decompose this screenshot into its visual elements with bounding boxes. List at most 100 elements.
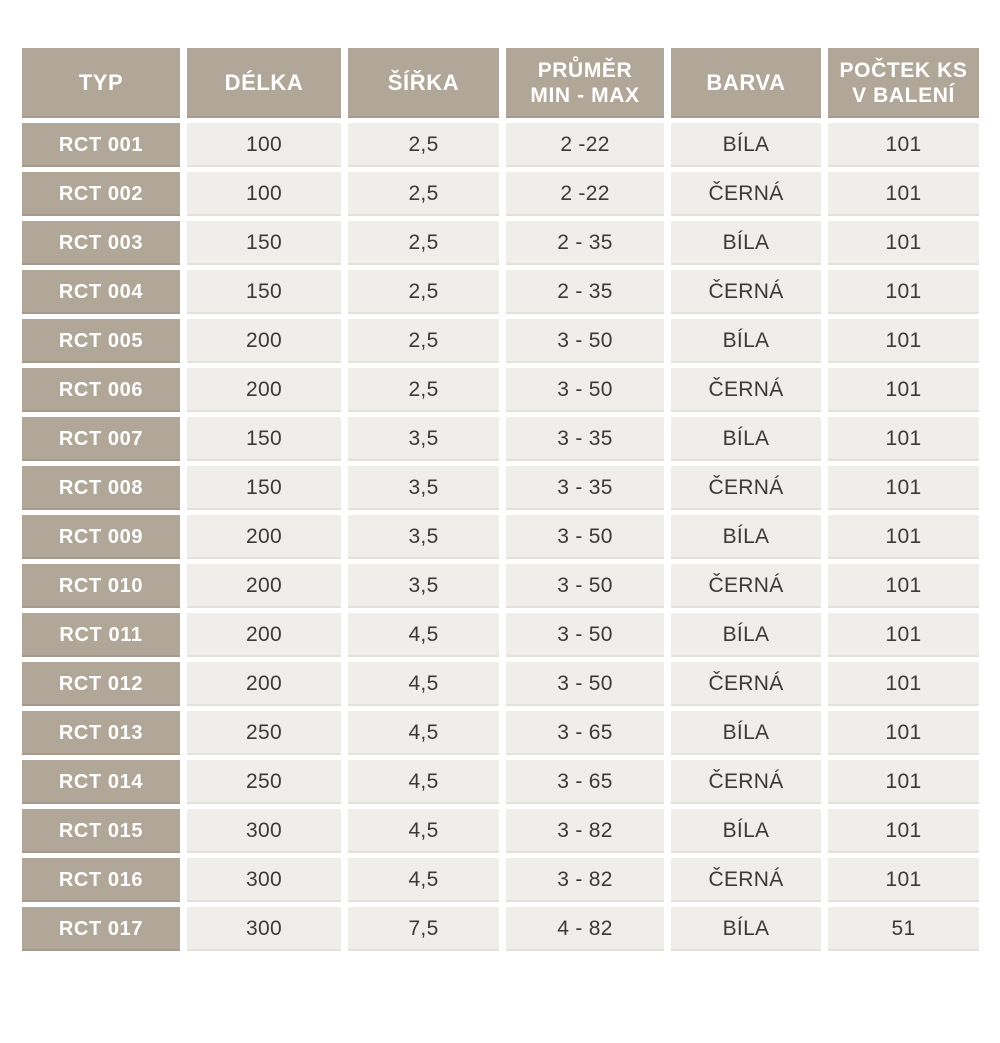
cell-pocet: 101: [828, 662, 979, 706]
table-body: RCT 001 100 2,5 2 -22 BÍLA 101 RCT 002 1…: [22, 123, 979, 951]
cell-prumer: 2 -22: [506, 172, 664, 216]
cell-delka: 300: [187, 858, 341, 902]
cell-sirka: 3,5: [348, 417, 499, 461]
cell-sirka: 2,5: [348, 319, 499, 363]
cell-typ: RCT 002: [22, 172, 180, 216]
cell-typ: RCT 005: [22, 319, 180, 363]
cell-sirka: 4,5: [348, 613, 499, 657]
table-row: RCT 003 150 2,5 2 - 35 BÍLA 101: [22, 221, 979, 265]
cell-sirka: 4,5: [348, 809, 499, 853]
cell-typ: RCT 007: [22, 417, 180, 461]
cell-prumer: 2 - 35: [506, 221, 664, 265]
cell-pocet: 101: [828, 417, 979, 461]
cell-prumer: 3 - 50: [506, 662, 664, 706]
table-row: RCT 002 100 2,5 2 -22 ČERNÁ 101: [22, 172, 979, 216]
cell-prumer: 3 - 50: [506, 319, 664, 363]
cell-sirka: 4,5: [348, 711, 499, 755]
cell-barva: ČERNÁ: [671, 368, 821, 412]
cell-typ: RCT 009: [22, 515, 180, 559]
cell-delka: 150: [187, 221, 341, 265]
cell-prumer: 3 - 82: [506, 809, 664, 853]
table-row: RCT 016 300 4,5 3 - 82 ČERNÁ 101: [22, 858, 979, 902]
cell-delka: 150: [187, 466, 341, 510]
cell-delka: 200: [187, 368, 341, 412]
header-prumer-min-max: PRŮMĚR MIN - MAX: [506, 48, 664, 118]
cell-prumer: 3 - 82: [506, 858, 664, 902]
cell-delka: 200: [187, 564, 341, 608]
cell-pocet: 101: [828, 809, 979, 853]
cell-barva: ČERNÁ: [671, 270, 821, 314]
cell-delka: 150: [187, 417, 341, 461]
cell-pocet: 101: [828, 613, 979, 657]
cell-pocet: 101: [828, 221, 979, 265]
header-delka: DÉLKA: [187, 48, 341, 118]
cell-delka: 150: [187, 270, 341, 314]
cell-prumer: 2 -22: [506, 123, 664, 167]
cell-barva: BÍLA: [671, 809, 821, 853]
cell-sirka: 3,5: [348, 515, 499, 559]
table-row: RCT 010 200 3,5 3 - 50 ČERNÁ 101: [22, 564, 979, 608]
cell-typ: RCT 011: [22, 613, 180, 657]
cell-sirka: 2,5: [348, 221, 499, 265]
cell-prumer: 2 - 35: [506, 270, 664, 314]
cell-barva: BÍLA: [671, 417, 821, 461]
cell-typ: RCT 016: [22, 858, 180, 902]
cell-sirka: 4,5: [348, 858, 499, 902]
cell-prumer: 3 - 50: [506, 515, 664, 559]
header-typ: TYP: [22, 48, 180, 118]
cell-delka: 100: [187, 123, 341, 167]
cell-pocet: 101: [828, 123, 979, 167]
cell-barva: BÍLA: [671, 711, 821, 755]
cell-sirka: 2,5: [348, 123, 499, 167]
table-row: RCT 001 100 2,5 2 -22 BÍLA 101: [22, 123, 979, 167]
cell-prumer: 3 - 50: [506, 368, 664, 412]
cell-pocet: 101: [828, 760, 979, 804]
cell-prumer: 3 - 35: [506, 417, 664, 461]
cell-pocet: 101: [828, 270, 979, 314]
cell-delka: 300: [187, 907, 341, 951]
cell-barva: BÍLA: [671, 515, 821, 559]
cell-barva: BÍLA: [671, 319, 821, 363]
cell-barva: BÍLA: [671, 221, 821, 265]
table-row: RCT 009 200 3,5 3 - 50 BÍLA 101: [22, 515, 979, 559]
cell-pocet: 101: [828, 711, 979, 755]
cell-sirka: 4,5: [348, 662, 499, 706]
cell-sirka: 2,5: [348, 368, 499, 412]
cell-prumer: 3 - 50: [506, 564, 664, 608]
cell-typ: RCT 010: [22, 564, 180, 608]
table-row: RCT 007 150 3,5 3 - 35 BÍLA 101: [22, 417, 979, 461]
cell-barva: ČERNÁ: [671, 564, 821, 608]
cell-sirka: 7,5: [348, 907, 499, 951]
table-row: RCT 013 250 4,5 3 - 65 BÍLA 101: [22, 711, 979, 755]
table-row: RCT 015 300 4,5 3 - 82 BÍLA 101: [22, 809, 979, 853]
cell-barva: ČERNÁ: [671, 858, 821, 902]
cell-sirka: 2,5: [348, 270, 499, 314]
table-row: RCT 011 200 4,5 3 - 50 BÍLA 101: [22, 613, 979, 657]
header-row: TYP DÉLKA ŠÍŘKA PRŮMĚR MIN - MAX BARVA P…: [22, 48, 979, 118]
cell-typ: RCT 014: [22, 760, 180, 804]
header-sirka: ŠÍŘKA: [348, 48, 499, 118]
cell-pocet: 101: [828, 515, 979, 559]
table-row: RCT 008 150 3,5 3 - 35 ČERNÁ 101: [22, 466, 979, 510]
cell-pocet: 101: [828, 466, 979, 510]
table-row: RCT 014 250 4,5 3 - 65 ČERNÁ 101: [22, 760, 979, 804]
cell-typ: RCT 001: [22, 123, 180, 167]
cell-typ: RCT 006: [22, 368, 180, 412]
cell-prumer: 3 - 65: [506, 760, 664, 804]
cell-sirka: 4,5: [348, 760, 499, 804]
cell-delka: 250: [187, 711, 341, 755]
cell-prumer: 3 - 65: [506, 711, 664, 755]
cell-delka: 200: [187, 319, 341, 363]
table-row: RCT 006 200 2,5 3 - 50 ČERNÁ 101: [22, 368, 979, 412]
header-barva: BARVA: [671, 48, 821, 118]
cell-pocet: 51: [828, 907, 979, 951]
cell-prumer: 3 - 50: [506, 613, 664, 657]
cell-typ: RCT 008: [22, 466, 180, 510]
cell-prumer: 4 - 82: [506, 907, 664, 951]
cell-pocet: 101: [828, 368, 979, 412]
cell-sirka: 3,5: [348, 564, 499, 608]
cell-barva: BÍLA: [671, 123, 821, 167]
cell-delka: 200: [187, 613, 341, 657]
cell-typ: RCT 017: [22, 907, 180, 951]
cell-delka: 100: [187, 172, 341, 216]
